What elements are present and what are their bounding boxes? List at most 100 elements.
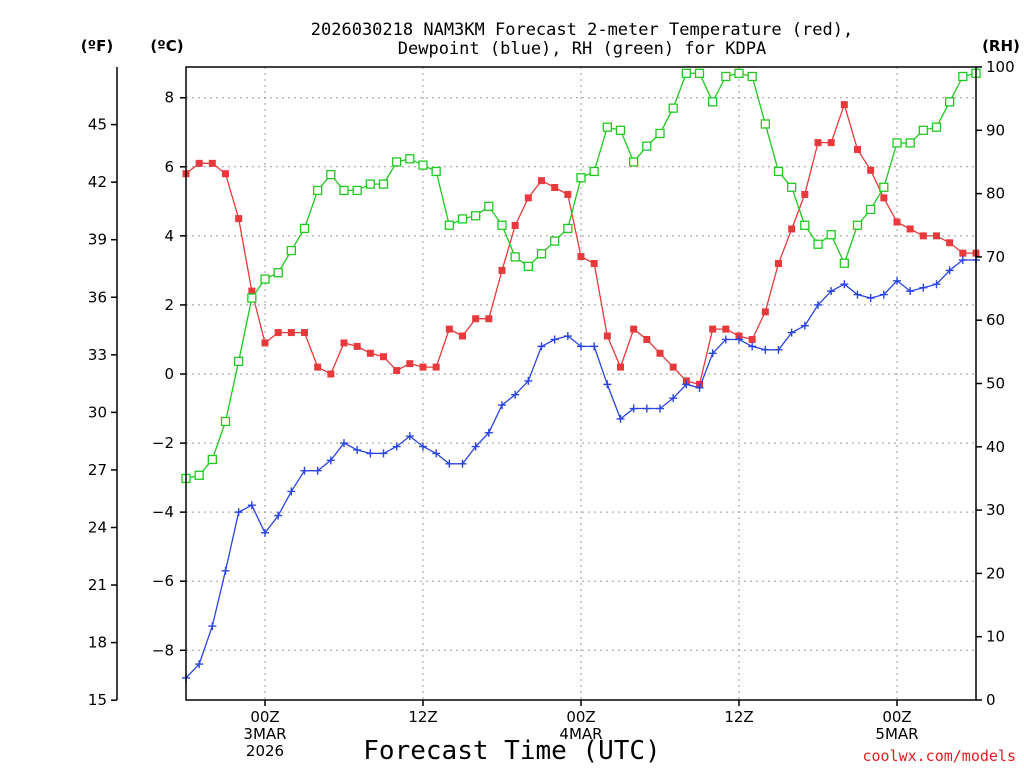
temperature-point [538, 177, 545, 185]
temperature-point [748, 335, 756, 343]
dewpoint-point [471, 442, 480, 451]
temperature-point [867, 166, 875, 174]
x-tick-label: 2026 [246, 742, 284, 760]
rh-point [536, 249, 547, 259]
rh-point [905, 138, 915, 148]
rh-point [273, 268, 283, 278]
dewpoint-point [274, 511, 283, 520]
rh-point [721, 71, 731, 82]
dewpoint-point [261, 528, 269, 537]
temperature-point [656, 349, 664, 357]
temperature-point [432, 363, 440, 371]
dewpoint-point [616, 414, 625, 423]
dewpoint-point [642, 404, 651, 413]
celsius-tick-label: −2 [152, 434, 174, 452]
rh-point [510, 252, 520, 262]
rh-point [629, 157, 639, 167]
series-rh [181, 68, 981, 484]
fahrenheit-tick-label: 15 [88, 691, 107, 709]
rh-point [681, 68, 691, 78]
rh-point [378, 179, 389, 189]
rh-point [405, 154, 415, 164]
fahrenheit-tick-label: 18 [88, 634, 107, 652]
rh-point [892, 138, 902, 148]
rh-point [708, 97, 718, 107]
dewpoint-point [919, 283, 928, 292]
dewpoint-point [458, 459, 467, 468]
rh-point [299, 223, 310, 234]
temperature-point [643, 335, 651, 343]
rh-point [550, 236, 560, 246]
rh-point [813, 239, 823, 249]
rh-point [207, 454, 217, 465]
dewpoint-point [484, 428, 493, 437]
temperature-point [564, 190, 572, 198]
rh-point [918, 125, 928, 135]
dewpoint-point [958, 256, 967, 265]
temperature-point [788, 225, 796, 233]
rh-point [234, 356, 244, 366]
dewpoint-point [498, 401, 506, 410]
dewpoint-point [537, 342, 546, 351]
rh-tick-label: 10 [986, 628, 1005, 646]
temperature-point [946, 239, 954, 247]
x-tick-label: 00Z [250, 708, 279, 726]
dewpoint-point [326, 456, 335, 465]
dewpoint-point [629, 404, 638, 413]
x-tick-label: 00Z [882, 708, 911, 726]
rh-point [668, 103, 678, 113]
rh-point [326, 169, 336, 180]
temperature-point [459, 332, 466, 340]
dewpoint-point [300, 466, 309, 475]
rh-point [497, 220, 507, 230]
celsius-tick-label: −8 [152, 641, 174, 659]
rh-point [655, 128, 665, 139]
fahrenheit-tick-label: 39 [88, 231, 107, 249]
dewpoint-point [353, 445, 362, 454]
fahrenheit-tick-label: 30 [88, 403, 107, 421]
temperature-point [840, 101, 848, 109]
dewpoint-point [234, 508, 243, 517]
temperature-point [933, 232, 940, 240]
dewpoint-point [221, 566, 230, 575]
celsius-tick-label: 2 [164, 296, 174, 314]
dewpoint-point [247, 501, 256, 510]
dewpoint-point [511, 390, 520, 399]
temperature-point [511, 222, 519, 230]
x-tick-label: 4MAR [559, 725, 602, 743]
rh-point [773, 166, 784, 177]
temperature-point [919, 232, 927, 240]
dewpoint-point [419, 442, 427, 451]
x-tick-label: 3MAR [243, 725, 286, 743]
dewpoint-point [379, 449, 388, 458]
temperature-point [248, 287, 256, 295]
rh-point [694, 68, 705, 78]
temperature-point [590, 259, 598, 267]
rh-unit-label: (RH) [982, 37, 1020, 55]
rh-point [760, 119, 770, 129]
celsius-tick-label: 4 [164, 227, 174, 245]
celsius-tick-label: 8 [164, 89, 174, 107]
dewpoint-point [366, 449, 375, 458]
fahrenheit-tick-label: 36 [88, 288, 107, 306]
rh-point [787, 182, 797, 192]
temperature-point [577, 253, 585, 261]
temperature-point [393, 367, 401, 375]
dewpoint-point [787, 328, 796, 337]
rh-point [800, 220, 810, 230]
source-credit: coolwx.com/models [862, 747, 1016, 765]
dewpoint-point [708, 349, 717, 358]
dewpoint-point [721, 335, 730, 344]
dewpoint-point [340, 439, 348, 448]
dewpoint-point [827, 287, 836, 296]
dewpoint-point [853, 290, 862, 299]
temperature-point [827, 139, 835, 147]
rh-point [747, 71, 757, 82]
temperature-point [880, 194, 888, 202]
dewpoint-point [682, 380, 691, 389]
temperature-point [524, 194, 532, 202]
temperature-point [208, 159, 216, 167]
temperature-point [551, 184, 559, 192]
temperature-point [366, 349, 374, 357]
temperature-point [814, 139, 822, 147]
